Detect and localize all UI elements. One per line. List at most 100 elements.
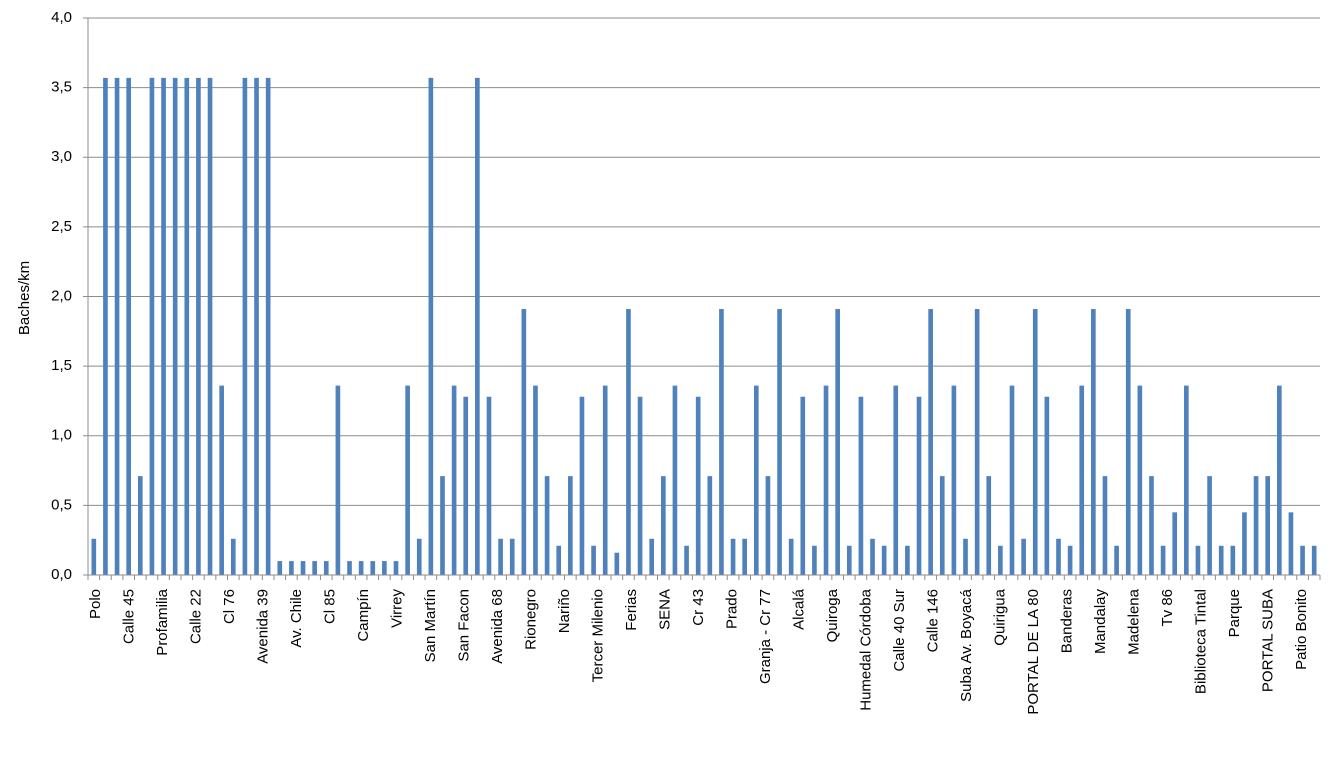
bar: [312, 561, 317, 575]
bar: [905, 545, 910, 575]
bar: [172, 77, 178, 575]
bar: [277, 561, 283, 575]
x-tick-label: PORTAL SUBA: [1259, 589, 1276, 692]
bar: [788, 538, 794, 575]
bar: [800, 396, 806, 575]
x-tick-label: Quirigua: [991, 588, 1008, 645]
bar: [323, 561, 329, 575]
bar: [114, 77, 120, 575]
bar: [1091, 309, 1096, 575]
bar: [846, 545, 852, 575]
y-tick-label: 2,5: [51, 218, 72, 235]
bar: [416, 538, 422, 575]
y-tick-label: 0,0: [51, 566, 72, 583]
x-tick-label: Calle 40 Sur: [891, 589, 908, 672]
bar: [335, 385, 341, 575]
bar: [1079, 385, 1085, 575]
x-tick-label: Quiroga: [824, 588, 841, 642]
x-tick-label: Virrey: [388, 589, 405, 628]
bar: [393, 561, 399, 575]
bar: [893, 385, 899, 575]
bar: [637, 396, 643, 575]
bar: [1172, 512, 1178, 575]
bar: [626, 309, 631, 575]
bar: [1067, 545, 1073, 575]
bar: [881, 545, 887, 575]
x-tick-label: Cr 43: [690, 589, 707, 626]
bar: [265, 77, 271, 575]
x-tick-label: Prado: [723, 589, 740, 629]
x-tick-label: Calle 22: [187, 589, 204, 644]
x-tick-label: Rionegro: [522, 589, 539, 650]
bar: [568, 476, 573, 575]
bar: [870, 538, 875, 575]
bar: [1184, 385, 1189, 575]
x-tick-label: Avenida 68: [489, 589, 506, 664]
x-tick-label: Alcalá: [790, 588, 807, 630]
bar: [939, 476, 945, 575]
bar: [1102, 476, 1108, 575]
bar: [591, 545, 596, 575]
bar: [149, 77, 155, 575]
bar: [684, 545, 689, 575]
gridlines: [88, 17, 1320, 506]
x-tick-label: Tercer Milenio: [589, 589, 606, 682]
bar: [463, 396, 469, 575]
y-tick-label: 2,0: [51, 287, 72, 304]
bar: [1207, 476, 1212, 575]
bar: [1056, 538, 1061, 575]
x-tick-label: Nariño: [556, 589, 573, 633]
bar: [1242, 512, 1247, 575]
bar: [533, 385, 538, 575]
bar: [730, 538, 736, 575]
x-tick-label: Calle 146: [924, 589, 941, 652]
bar: [347, 561, 352, 575]
x-tick-label: Granja - Cr 77: [757, 589, 774, 684]
bar: [370, 561, 376, 575]
bar: [1288, 512, 1294, 575]
bar: [1032, 309, 1038, 575]
x-tick-label: SENA: [656, 589, 673, 630]
bar: [986, 476, 992, 575]
bar: [428, 77, 434, 575]
bar: [1218, 545, 1224, 575]
bar: [207, 77, 213, 575]
x-tick-label: Patio Bonito: [1293, 589, 1310, 670]
bar: [998, 545, 1003, 575]
bar: [707, 476, 713, 575]
bar: [661, 476, 666, 575]
bar: [161, 77, 166, 575]
bar: [765, 476, 771, 575]
bar: [196, 77, 201, 575]
x-tick-label: Calle 45: [120, 589, 137, 644]
bar: [1021, 538, 1026, 575]
bar: [289, 561, 294, 575]
bar: [358, 561, 364, 575]
x-tick-label: Cl 85: [321, 589, 338, 624]
x-tick-labels: Polo Calle 45 Profamilia Calle 22 Cl 76 Aveni…: [87, 588, 1310, 714]
bars: [91, 77, 1317, 575]
y-tick-label: 0,5: [51, 496, 72, 513]
x-tick-label: Mandalay: [1092, 589, 1109, 655]
bar: [382, 561, 387, 575]
bar: [1160, 545, 1166, 575]
bar: [812, 545, 817, 575]
bar: [1009, 385, 1015, 575]
bar: [974, 309, 980, 575]
x-tick-label: San Martín: [422, 589, 439, 662]
bar: [823, 385, 829, 575]
bar: [475, 77, 480, 575]
bar: [219, 385, 224, 575]
y-tick-label: 1,5: [51, 357, 72, 374]
bar: [1195, 545, 1201, 575]
x-tick-label: Profamilia: [154, 588, 171, 655]
bar: [916, 396, 922, 575]
bar: [1149, 476, 1154, 575]
x-tick-label: Av. Chile: [288, 589, 305, 648]
y-tick-labels: 0,0 0,5 1,0 1,5 2,0 2,5 3,0 3,5 4,0: [51, 9, 72, 583]
bar: [695, 396, 701, 575]
x-tick-label: Suba Av. Boyacá: [958, 588, 975, 702]
y-tick-label: 4,0: [51, 9, 72, 26]
bar: [1125, 309, 1131, 575]
